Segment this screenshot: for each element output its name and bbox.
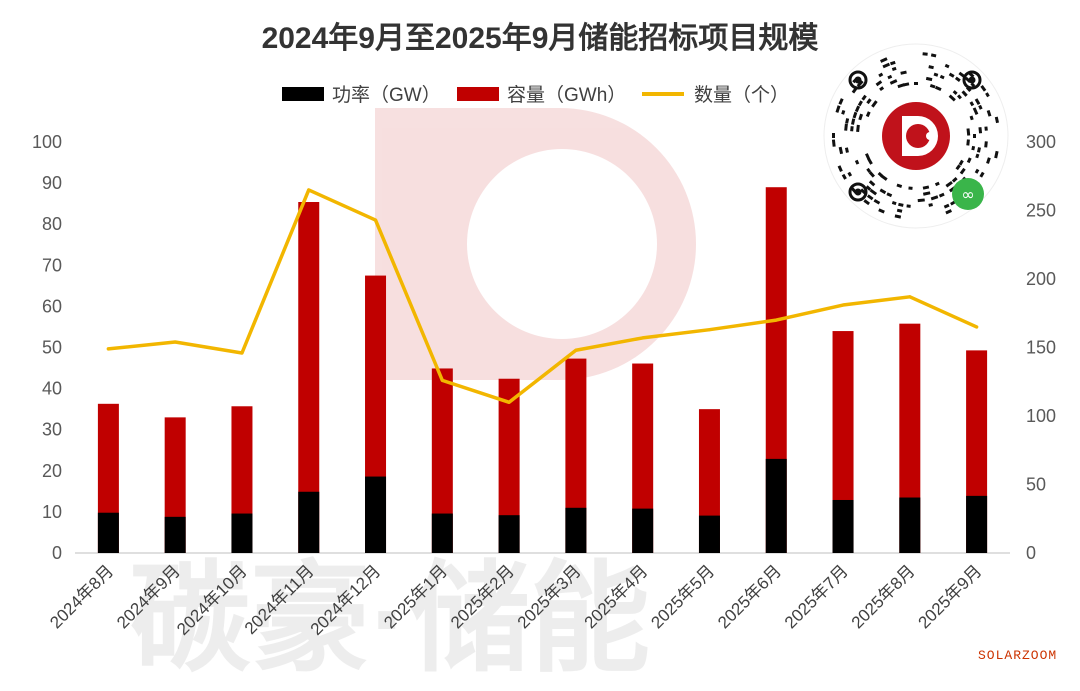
line-point-count	[240, 351, 244, 355]
y-right-tick-label: 150	[1026, 338, 1056, 358]
y-left-tick-label: 60	[42, 296, 62, 316]
line-point-count	[507, 400, 511, 404]
chart-title: 2024年9月至2025年9月储能招标项目规模	[262, 22, 819, 55]
line-point-count	[641, 336, 645, 340]
line-point-count	[307, 188, 311, 192]
y-right-tick-label: 300	[1026, 132, 1056, 152]
y-left-tick-label: 40	[42, 379, 62, 399]
line-point-count	[374, 218, 378, 222]
bar-power	[632, 508, 654, 553]
x-category-label: 2025年5月	[647, 561, 718, 632]
background-logo-watermark	[375, 108, 696, 380]
bar-power	[966, 495, 988, 553]
x-category-label: 2025年6月	[714, 561, 785, 632]
y-right-tick-label: 100	[1026, 406, 1056, 426]
legend-label-count: 数量（个）	[694, 84, 789, 106]
bar-power	[565, 507, 587, 553]
bar-power	[231, 513, 253, 553]
y-left-tick-label: 90	[42, 173, 62, 193]
bar-capacity	[632, 363, 654, 553]
bar-power	[298, 491, 320, 553]
y-right-tick-label: 50	[1026, 475, 1046, 495]
line-point-count	[975, 325, 979, 329]
line-point-count	[440, 378, 444, 382]
y-right-tick-label: 0	[1026, 543, 1036, 563]
line-point-count	[173, 340, 177, 344]
y-right-tick-label: 250	[1026, 201, 1056, 221]
bar-capacity	[899, 323, 921, 553]
bar-power	[698, 515, 720, 553]
bar-power	[765, 458, 787, 553]
y-left-tick-label: 30	[42, 420, 62, 440]
line-point-count	[574, 348, 578, 352]
y-left-tick-label: 50	[42, 338, 62, 358]
line-point-count	[908, 295, 912, 299]
bar-power	[365, 476, 387, 553]
y-left-tick-label: 80	[42, 214, 62, 234]
x-category-label: 2025年7月	[781, 561, 852, 632]
line-point-count	[707, 328, 711, 332]
legend-label-capacity: 容量（GWh）	[507, 84, 626, 106]
bar-power	[498, 515, 520, 553]
wechat-mini-program-icon	[952, 178, 984, 210]
watermark-text: 碳豪·储能	[130, 552, 650, 686]
bar-power	[97, 512, 119, 553]
line-point-count	[774, 318, 778, 322]
legend: 功率（GW） 容量（GWh） 数量（个）	[282, 84, 789, 106]
y-left-tick-label: 10	[42, 502, 62, 522]
mini-program-qr-icon: ∞	[823, 43, 1009, 229]
bar-capacity	[298, 202, 320, 554]
bar-capacity	[832, 331, 854, 553]
bar-capacity	[431, 368, 453, 553]
brand-label: SOLARZOOM	[978, 648, 1057, 663]
x-category-label: 2025年8月	[848, 561, 919, 632]
x-category-label: 2025年9月	[915, 561, 986, 632]
x-category-label: 2024年8月	[46, 561, 117, 632]
line-point-count	[841, 303, 845, 307]
legend-swatch-capacity	[457, 87, 499, 101]
bar-capacity	[498, 378, 520, 553]
y-right-tick-label: 200	[1026, 269, 1056, 289]
bar-capacity	[565, 358, 587, 553]
y-left-tick-label: 100	[32, 132, 62, 152]
legend-swatch-power	[282, 87, 324, 101]
legend-label-power: 功率（GW）	[332, 84, 441, 106]
bar-power	[832, 499, 854, 553]
bar-power	[431, 513, 453, 553]
series-line-count	[106, 188, 979, 405]
bar-power	[899, 497, 921, 553]
y-left-tick-label: 0	[52, 543, 62, 563]
y-left-tick-label: 70	[42, 255, 62, 275]
bar-power	[164, 516, 186, 553]
svg-text:∞: ∞	[961, 185, 974, 204]
y-left-tick-label: 20	[42, 461, 62, 481]
line-point-count	[106, 347, 110, 351]
